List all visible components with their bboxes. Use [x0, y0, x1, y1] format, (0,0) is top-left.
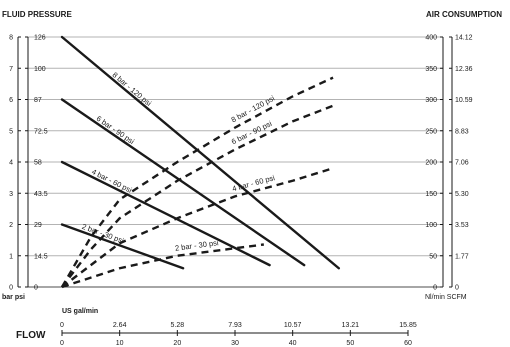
bar-tick-label: 2 — [9, 222, 13, 229]
x-axis-gal-label: US gal/min — [62, 308, 98, 315]
fluid-pressure-title: FLUID PRESSURE — [2, 10, 72, 19]
gal-tick-label: 2.64 — [113, 322, 127, 329]
psi-tick-label: 87 — [34, 97, 42, 104]
fluid-pressure-label-2: 4 bar - 60 psi — [90, 167, 134, 195]
psi-tick-label: 58 — [34, 160, 42, 167]
lpm-tick-label: 60 — [404, 340, 412, 347]
lpm-tick-label: 40 — [289, 340, 297, 347]
psi-tick-label: 72.5 — [34, 128, 48, 135]
gal-tick-label: 13.21 — [342, 322, 360, 329]
nl-tick-label: 150 — [425, 191, 437, 198]
scfm-tick-label: 1.77 — [455, 253, 469, 260]
grid-lines — [28, 36, 443, 288]
bar-tick-label: 8 — [9, 35, 13, 42]
psi-tick-label: 14.5 — [34, 253, 48, 260]
psi-tick-label: 29 — [34, 222, 42, 229]
fluid-pressure-line-3 — [60, 223, 185, 270]
bar-tick-label: 3 — [9, 191, 13, 198]
lpm-tick-label: 0 — [60, 340, 64, 347]
bar-tick-label: 5 — [9, 128, 13, 135]
fluid-pressure-line-0 — [60, 35, 340, 270]
scfm-tick-label: 0 — [455, 285, 459, 292]
right-axis-ticks: 0 50 100 150 200 250 300 350 400 0 1.77 3.53 5.30 7.0… — [425, 35, 472, 292]
nl-tick-label: 200 — [425, 160, 437, 167]
scfm-tick-label: 5.30 — [455, 191, 469, 198]
nl-tick-label: 100 — [425, 222, 437, 229]
air-consumption-line-2 — [61, 167, 334, 288]
bar-tick-label: 4 — [9, 160, 13, 167]
left-axis-unit: bar psi — [2, 294, 25, 301]
chart-series — [60, 35, 340, 289]
lpm-tick-label: 50 — [346, 340, 354, 347]
psi-tick-label: 100 — [34, 66, 46, 73]
right-axis-unit: Nl/min SCFM — [425, 294, 467, 301]
bar-tick-label: 1 — [9, 253, 13, 260]
psi-tick-label: 0 — [34, 285, 38, 292]
fluid-pressure-line-1 — [60, 98, 306, 267]
lpm-tick-label: 20 — [173, 340, 181, 347]
flow-label: FLOW — [16, 330, 46, 341]
scfm-tick-label: 14.12 — [455, 35, 473, 42]
fluid-pressure-line-2 — [60, 160, 271, 267]
nl-tick-label: 400 — [425, 35, 437, 42]
gal-tick-label: 10.57 — [284, 322, 302, 329]
scfm-tick-label: 8.83 — [455, 128, 469, 135]
psi-tick-label: 43.5 — [34, 191, 48, 198]
nl-tick-label: 250 — [425, 128, 437, 135]
nl-tick-label: 300 — [425, 97, 437, 104]
air-consumption-line-3 — [61, 243, 264, 289]
flow-axis-ticks: 0 2.64 5.28 7.93 10.57 13.21 15.85 0 10 20 30 40 50 6… — [60, 322, 417, 347]
fluid-pressure-label-1: 6 bar - 90 psi — [95, 114, 136, 146]
psi-tick-label: 126 — [34, 35, 46, 42]
lpm-tick-label: 30 — [231, 340, 239, 347]
nl-tick-label: 50 — [429, 253, 437, 260]
air-consumption-title: AIR CONSUMPTION — [426, 10, 502, 19]
air-consumption-line-1 — [61, 104, 334, 288]
scfm-tick-label: 12.36 — [455, 66, 473, 73]
gal-tick-label: 0 — [60, 322, 64, 329]
nl-tick-label: 0 — [433, 285, 437, 292]
scfm-tick-label: 3.53 — [455, 222, 469, 229]
gal-tick-label: 5.28 — [171, 322, 185, 329]
air-consumption-line-0 — [60, 76, 334, 288]
fluid-pressure-label-0: 8 bar - 120 psi — [111, 70, 154, 108]
scfm-tick-label: 10.59 — [455, 97, 473, 104]
bar-tick-label: 0 — [9, 285, 13, 292]
lpm-tick-label: 10 — [116, 340, 124, 347]
nl-tick-label: 350 — [425, 66, 437, 73]
left-axis-ticks: 0 1 2 3 4 5 6 7 8 0 14.5 29 43.5 58 72.5 87 100 126 — [9, 35, 48, 292]
gal-tick-label: 7.93 — [228, 322, 242, 329]
scfm-tick-label: 7.06 — [455, 160, 469, 167]
bar-tick-label: 7 — [9, 66, 13, 73]
gal-tick-label: 15.85 — [399, 322, 417, 329]
air-consumption-label-3: 2 bar - 30 psi — [174, 238, 219, 253]
bar-tick-label: 6 — [9, 97, 13, 104]
